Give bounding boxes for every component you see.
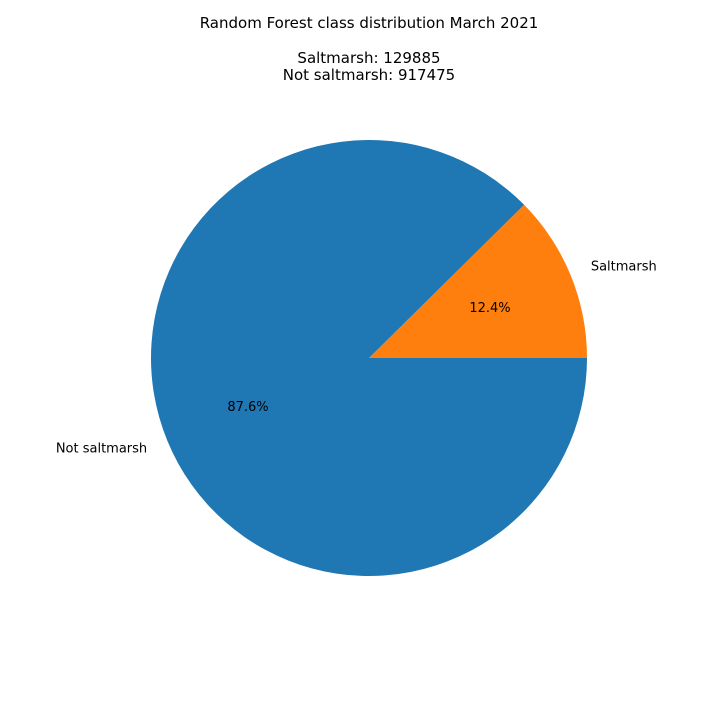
slice-percent-saltmarsh: 12.4% <box>469 301 510 316</box>
pie-slices-group: Saltmarsh 12.4% Not saltmarsh 87.6% <box>56 140 657 576</box>
chart-subtitle-not-saltmarsh-count: Not saltmarsh: 917475 <box>283 66 455 84</box>
slice-label-saltmarsh: Saltmarsh <box>591 259 657 274</box>
chart-subtitle-saltmarsh-count: Saltmarsh: 129885 <box>297 49 440 67</box>
slice-label-not-saltmarsh: Not saltmarsh <box>56 442 147 457</box>
chart-title: Random Forest class distribution March 2… <box>200 14 539 32</box>
pie-slice-not-saltmarsh <box>150 140 587 576</box>
slice-percent-not-saltmarsh: 87.6% <box>227 400 268 415</box>
pie-slice-saltmarsh <box>369 204 587 358</box>
